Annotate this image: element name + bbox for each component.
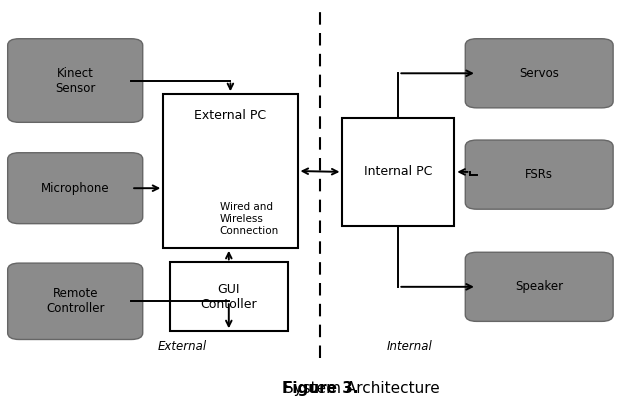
- Text: Figure 3.: Figure 3.: [282, 381, 358, 396]
- Text: Internal: Internal: [387, 340, 433, 353]
- Text: Speaker: Speaker: [515, 280, 563, 293]
- FancyBboxPatch shape: [465, 140, 613, 209]
- FancyBboxPatch shape: [342, 118, 454, 226]
- Text: GUI
Contoller: GUI Contoller: [200, 283, 257, 311]
- Text: Kinect
Sensor: Kinect Sensor: [55, 67, 95, 94]
- Text: External PC: External PC: [195, 109, 266, 122]
- FancyBboxPatch shape: [8, 153, 143, 224]
- Text: Microphone: Microphone: [41, 182, 109, 195]
- FancyBboxPatch shape: [163, 94, 298, 248]
- Text: External: External: [158, 340, 207, 353]
- Text: System Architecture: System Architecture: [279, 381, 440, 396]
- FancyBboxPatch shape: [465, 39, 613, 108]
- FancyBboxPatch shape: [8, 263, 143, 339]
- Text: Internal PC: Internal PC: [364, 166, 433, 178]
- FancyBboxPatch shape: [170, 262, 288, 331]
- FancyBboxPatch shape: [465, 252, 613, 322]
- Text: FSRs: FSRs: [525, 168, 553, 181]
- FancyBboxPatch shape: [8, 39, 143, 122]
- Text: Remote
Controller: Remote Controller: [46, 287, 104, 315]
- Text: Wired and
Wireless
Connection: Wired and Wireless Connection: [220, 202, 279, 235]
- Text: Servos: Servos: [519, 67, 559, 80]
